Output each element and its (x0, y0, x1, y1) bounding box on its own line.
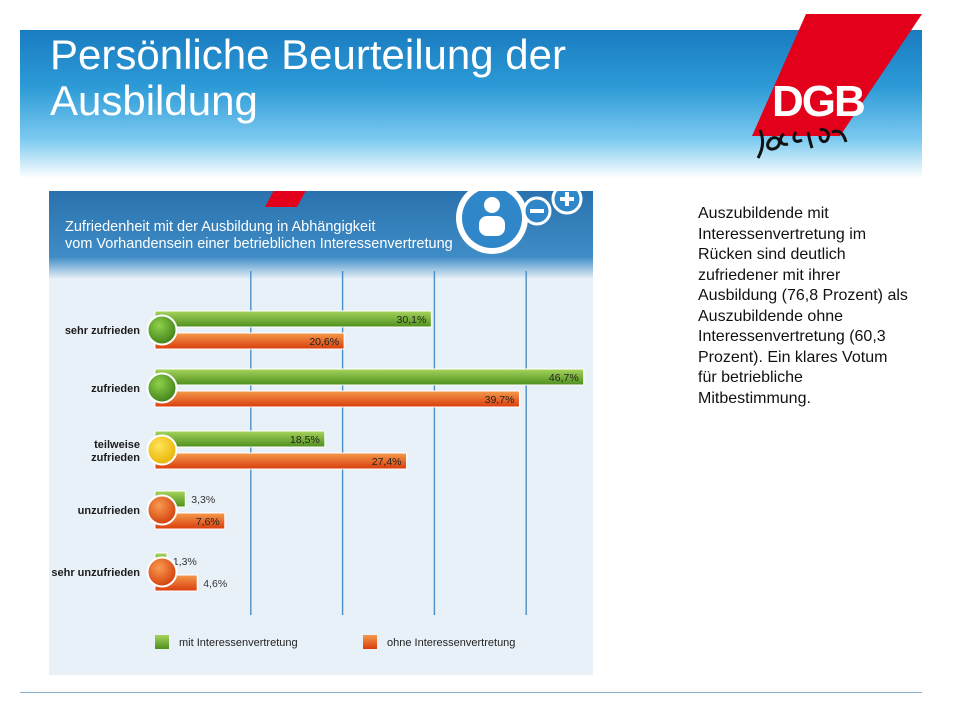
category-labels: sehr zufriedenzufriedenteilweisezufriede… (51, 325, 140, 579)
red-accent-stripe (265, 191, 306, 207)
legend: mit Interessenvertretung ohne Interessenv… (155, 635, 515, 649)
chart-title: Zufriedenheit mit der Ausbildung in Abhä… (65, 219, 453, 252)
bar-data-label: 1,3% (173, 556, 197, 568)
description-text: Auszubildende mit Interessenvertretung i… (698, 205, 912, 407)
chart-svg: Zufriedenheit mit der Ausbildung in Abhä… (49, 191, 593, 649)
bottom-rule (20, 692, 922, 693)
legend-swatch (363, 635, 377, 649)
category-label: zufrieden (91, 383, 140, 395)
page-title: Persönliche Beurteilung der Ausbildung (50, 31, 566, 124)
person-minus-plus-icon (456, 191, 583, 254)
bar (154, 310, 432, 328)
chart-title-line: vom Vorhandensein einer betrieblichen In… (65, 236, 453, 252)
category-dot (146, 434, 178, 466)
bar-data-label: 3,3% (191, 494, 215, 506)
logo-red-shape (752, 14, 922, 136)
bar (154, 368, 585, 386)
category-label: zufrieden (91, 452, 140, 464)
category-dot (146, 372, 178, 404)
bar-data-label: 7,6% (196, 516, 220, 528)
bar-data-label: 20,6% (309, 336, 339, 348)
dgb-jugend-logo: DGB (750, 14, 930, 174)
category-label: unzufrieden (78, 505, 141, 517)
legend-label: ohne Interessenvertretung (387, 637, 515, 649)
bar (154, 452, 408, 470)
category-label: sehr zufrieden (65, 325, 140, 337)
chart-title-line: Zufriedenheit mit der Ausbildung in Abhä… (65, 219, 375, 235)
category-dot (146, 494, 178, 526)
bar-data-label: 18,5% (290, 434, 320, 446)
category-dot (146, 556, 178, 588)
bar-data-label: 27,4% (372, 456, 402, 468)
bars: 30,1% 20,6% 46,7% 39,7% 18,5% 27,4% 3,3% 7,6% 1,… (154, 310, 585, 592)
category-label: teilweise (94, 439, 140, 451)
legend-label: mit Interessenvertretung (179, 637, 298, 649)
category-dot (146, 314, 178, 346)
category-label: sehr unzufrieden (51, 567, 140, 579)
logo-handwritten-jugend (756, 128, 848, 159)
logo-text-main: DGB (772, 77, 864, 126)
bar-data-label: 4,6% (203, 578, 227, 590)
bar-data-label: 39,7% (485, 394, 515, 406)
chart-panel: Zufriedenheit mit der Ausbildung in Abhä… (49, 191, 593, 675)
legend-swatch (155, 635, 169, 649)
category-dots (146, 314, 178, 588)
bar-data-label: 30,1% (397, 314, 427, 326)
bar-data-label: 46,7% (549, 372, 579, 384)
bar (154, 390, 520, 408)
